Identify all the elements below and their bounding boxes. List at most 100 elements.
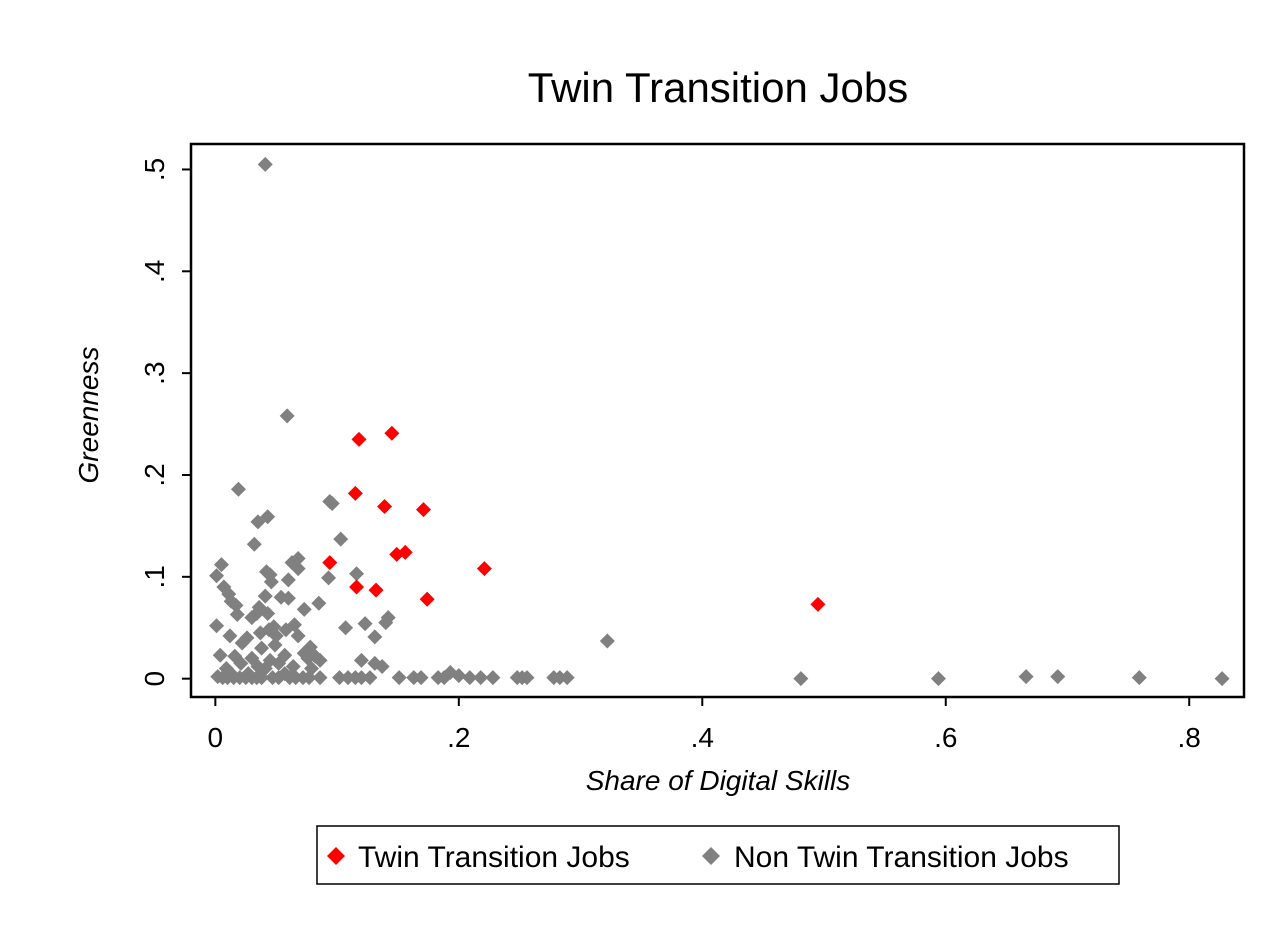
point-non-twin-transition-jobs	[301, 670, 317, 686]
point-non-twin-transition-jobs	[599, 633, 615, 649]
point-non-twin-transition-jobs	[391, 670, 407, 686]
point-non-twin-transition-jobs	[244, 610, 260, 626]
point-non-twin-transition-jobs	[353, 670, 369, 686]
point-twin-transition-jobs	[810, 596, 826, 612]
legend-frame	[316, 825, 1120, 885]
point-non-twin-transition-jobs	[473, 670, 489, 686]
point-non-twin-transition-jobs	[311, 595, 327, 611]
y-tick-label: .1	[139, 565, 170, 588]
point-non-twin-transition-jobs	[332, 670, 348, 686]
point-non-twin-transition-jobs	[374, 658, 390, 674]
point-non-twin-transition-jobs	[254, 670, 270, 686]
point-twin-transition-jobs	[351, 431, 367, 447]
point-non-twin-transition-jobs	[519, 670, 535, 686]
point-non-twin-transition-jobs	[257, 588, 273, 604]
point-twin-transition-jobs	[322, 555, 338, 571]
point-non-twin-transition-jobs	[290, 561, 306, 577]
point-twin-transition-jobs	[347, 485, 363, 501]
point-non-twin-transition-jobs	[1018, 669, 1034, 685]
point-non-twin-transition-jobs	[285, 658, 301, 674]
point-twin-transition-jobs	[384, 425, 400, 441]
y-tick-label: .4	[139, 260, 170, 283]
point-twin-transition-jobs	[377, 499, 393, 515]
point-twin-transition-jobs	[389, 546, 405, 562]
point-non-twin-transition-jobs	[271, 670, 287, 686]
y-tick-label: .3	[139, 361, 170, 384]
point-non-twin-transition-jobs	[1214, 671, 1230, 687]
plot-area-frame	[189, 142, 1246, 699]
point-twin-transition-jobs	[349, 579, 365, 595]
point-non-twin-transition-jobs	[209, 618, 225, 634]
point-non-twin-transition-jobs	[290, 628, 306, 644]
point-non-twin-transition-jobs	[268, 628, 284, 644]
point-non-twin-transition-jobs	[267, 637, 283, 653]
point-non-twin-transition-jobs	[930, 671, 946, 687]
y-tick-label: .2	[139, 463, 170, 486]
point-non-twin-transition-jobs	[257, 156, 273, 172]
point-non-twin-transition-jobs	[367, 629, 383, 645]
point-non-twin-transition-jobs	[362, 670, 378, 686]
x-tick-label: .4	[691, 722, 714, 753]
legend-marker-non-twin	[702, 847, 720, 865]
point-non-twin-transition-jobs	[279, 408, 295, 424]
point-non-twin-transition-jobs	[228, 597, 244, 613]
point-non-twin-transition-jobs	[278, 622, 294, 638]
point-non-twin-transition-jobs	[312, 670, 328, 686]
point-non-twin-transition-jobs	[357, 616, 373, 632]
point-non-twin-transition-jobs	[559, 670, 575, 686]
x-tick-label: .6	[934, 722, 957, 753]
x-tick-label: .8	[1178, 722, 1201, 753]
point-non-twin-transition-jobs	[353, 652, 369, 668]
point-non-twin-transition-jobs	[793, 671, 809, 687]
point-twin-transition-jobs	[416, 502, 432, 518]
point-non-twin-transition-jobs	[349, 566, 365, 582]
point-non-twin-transition-jobs	[234, 635, 250, 651]
point-non-twin-transition-jobs	[252, 625, 268, 641]
x-tick-label: 0	[208, 722, 224, 753]
x-axis: 0 .2 .4 .6 .8	[208, 697, 1201, 753]
point-non-twin-transition-jobs	[296, 601, 312, 617]
point-non-twin-transition-jobs	[413, 670, 429, 686]
point-non-twin-transition-jobs	[233, 655, 249, 671]
point-non-twin-transition-jobs	[321, 570, 337, 586]
point-twin-transition-jobs	[419, 591, 435, 607]
x-axis-title: Share of Digital Skills	[586, 765, 851, 796]
y-tick-label: 0	[139, 671, 170, 687]
point-non-twin-transition-jobs	[324, 496, 340, 512]
point-non-twin-transition-jobs	[271, 655, 287, 671]
x-tick-label: .2	[447, 722, 470, 753]
point-non-twin-transition-jobs	[333, 531, 349, 547]
point-non-twin-transition-jobs	[312, 652, 328, 668]
chart-title: Twin Transition Jobs	[528, 64, 909, 111]
legend: Twin Transition Jobs Non Twin Transition…	[316, 825, 1120, 885]
point-non-twin-transition-jobs	[229, 607, 245, 623]
y-tick-label: .5	[139, 158, 170, 181]
data-points	[209, 156, 1230, 687]
point-non-twin-transition-jobs	[378, 615, 394, 631]
legend-label-twin: Twin Transition Jobs	[358, 841, 630, 874]
point-non-twin-transition-jobs	[1131, 670, 1147, 686]
point-non-twin-transition-jobs	[230, 481, 246, 497]
point-non-twin-transition-jobs	[213, 557, 229, 573]
point-non-twin-transition-jobs	[244, 650, 260, 666]
point-non-twin-transition-jobs	[246, 536, 262, 552]
point-non-twin-transition-jobs	[212, 647, 228, 663]
point-non-twin-transition-jobs	[254, 640, 270, 656]
point-non-twin-transition-jobs	[260, 605, 276, 621]
y-axis-title: Greenness	[73, 347, 104, 484]
point-non-twin-transition-jobs	[222, 628, 238, 644]
y-axis: 0 .1 .2 .3 .4 .5	[139, 158, 191, 687]
point-twin-transition-jobs	[476, 561, 492, 577]
point-non-twin-transition-jobs	[280, 572, 296, 588]
point-non-twin-transition-jobs	[280, 590, 296, 606]
point-non-twin-transition-jobs	[250, 514, 266, 530]
point-non-twin-transition-jobs	[338, 620, 354, 636]
point-non-twin-transition-jobs	[209, 568, 225, 584]
legend-marker-twin	[327, 847, 345, 865]
point-non-twin-transition-jobs	[1050, 669, 1066, 685]
point-non-twin-transition-jobs	[485, 670, 501, 686]
point-non-twin-transition-jobs	[462, 670, 478, 686]
point-non-twin-transition-jobs	[451, 668, 467, 684]
point-non-twin-transition-jobs	[263, 574, 279, 590]
